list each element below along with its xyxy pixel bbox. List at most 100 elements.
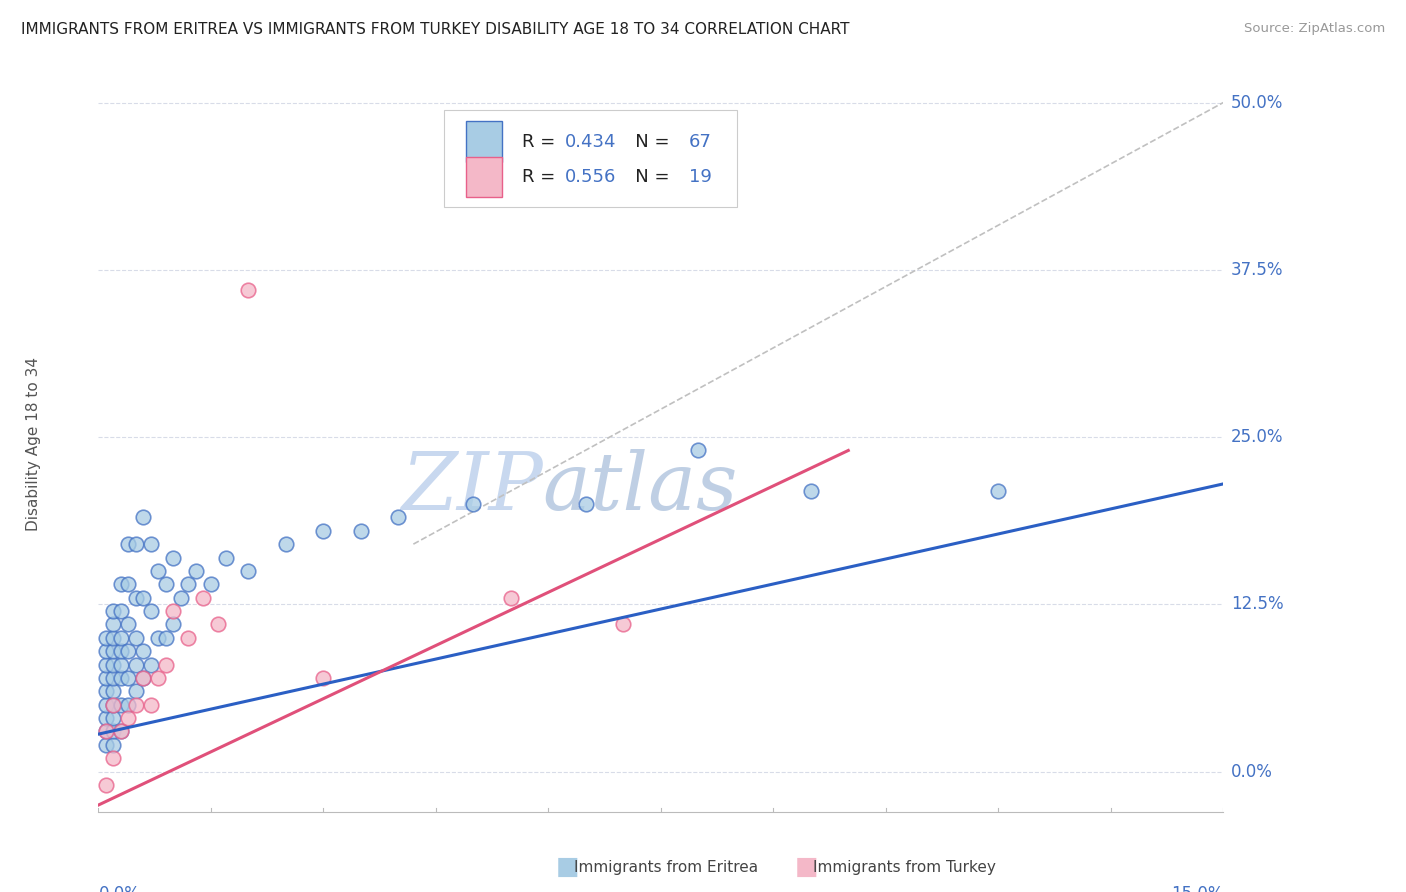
Point — [103, 671, 125, 685]
Point — [350, 524, 373, 538]
Point — [125, 591, 148, 605]
Point — [193, 591, 215, 605]
Point — [103, 698, 125, 712]
Point — [103, 711, 125, 725]
Text: atlas: atlas — [543, 450, 738, 526]
Point — [125, 698, 148, 712]
Point — [162, 550, 184, 565]
Point — [94, 778, 117, 792]
Point — [238, 564, 260, 578]
Point — [312, 671, 335, 685]
Point — [117, 671, 139, 685]
Point — [200, 577, 222, 591]
Text: ZIP: ZIP — [401, 450, 543, 526]
Point — [103, 738, 125, 752]
Point — [155, 657, 177, 672]
Point — [155, 577, 177, 591]
Point — [94, 644, 117, 658]
Text: 0.0%: 0.0% — [1230, 763, 1272, 780]
Point — [103, 684, 125, 698]
Text: 50.0%: 50.0% — [1230, 94, 1284, 112]
Point — [110, 698, 132, 712]
Text: 67: 67 — [689, 133, 711, 151]
Point — [110, 724, 132, 739]
Text: Source: ZipAtlas.com: Source: ZipAtlas.com — [1244, 22, 1385, 36]
Point — [103, 644, 125, 658]
Point — [800, 483, 823, 498]
Point — [207, 617, 229, 632]
Point — [575, 497, 598, 511]
Text: IMMIGRANTS FROM ERITREA VS IMMIGRANTS FROM TURKEY DISABILITY AGE 18 TO 34 CORREL: IMMIGRANTS FROM ERITREA VS IMMIGRANTS FR… — [21, 22, 849, 37]
Text: N =: N = — [619, 133, 675, 151]
Point — [103, 698, 125, 712]
Point — [103, 657, 125, 672]
Point — [132, 510, 155, 524]
Point — [94, 631, 117, 645]
Point — [110, 644, 132, 658]
Text: Disability Age 18 to 34: Disability Age 18 to 34 — [25, 357, 41, 531]
Point — [132, 671, 155, 685]
Text: 0.556: 0.556 — [565, 169, 617, 186]
Point — [117, 711, 139, 725]
FancyBboxPatch shape — [467, 157, 502, 197]
Point — [463, 497, 485, 511]
Point — [94, 711, 117, 725]
Point — [132, 591, 155, 605]
Point — [132, 644, 155, 658]
Point — [312, 524, 335, 538]
Point — [103, 617, 125, 632]
Point — [117, 577, 139, 591]
Point — [125, 684, 148, 698]
Point — [110, 657, 132, 672]
Text: R =: R = — [523, 133, 561, 151]
Point — [110, 631, 132, 645]
Point — [162, 604, 184, 618]
Point — [148, 564, 170, 578]
Point — [499, 591, 522, 605]
Point — [688, 443, 710, 458]
Point — [148, 631, 170, 645]
Point — [125, 537, 148, 551]
Point — [987, 483, 1010, 498]
Text: N =: N = — [619, 169, 675, 186]
Text: 0.0%: 0.0% — [98, 885, 141, 892]
Text: ■: ■ — [555, 855, 579, 879]
Point — [139, 537, 162, 551]
Point — [170, 591, 193, 605]
Point — [94, 724, 117, 739]
Point — [155, 631, 177, 645]
Point — [162, 617, 184, 632]
Point — [148, 671, 170, 685]
Point — [94, 698, 117, 712]
Point — [110, 577, 132, 591]
Point — [177, 577, 200, 591]
Text: ■: ■ — [794, 855, 818, 879]
Point — [117, 617, 139, 632]
Point — [110, 724, 132, 739]
Point — [132, 671, 155, 685]
Point — [387, 510, 409, 524]
Point — [94, 671, 117, 685]
Point — [125, 631, 148, 645]
Point — [139, 604, 162, 618]
Text: 19: 19 — [689, 169, 711, 186]
Point — [274, 537, 297, 551]
Text: 37.5%: 37.5% — [1230, 260, 1284, 279]
Point — [117, 644, 139, 658]
Point — [94, 657, 117, 672]
Text: 0.434: 0.434 — [565, 133, 617, 151]
Point — [94, 724, 117, 739]
Point — [110, 604, 132, 618]
FancyBboxPatch shape — [444, 111, 737, 207]
Text: 12.5%: 12.5% — [1230, 595, 1284, 614]
Text: Immigrants from Eritrea: Immigrants from Eritrea — [574, 860, 758, 874]
Point — [117, 698, 139, 712]
FancyBboxPatch shape — [467, 121, 502, 162]
Point — [94, 684, 117, 698]
Point — [103, 604, 125, 618]
Point — [139, 657, 162, 672]
Point — [139, 698, 162, 712]
Point — [184, 564, 207, 578]
Point — [125, 657, 148, 672]
Point — [103, 631, 125, 645]
